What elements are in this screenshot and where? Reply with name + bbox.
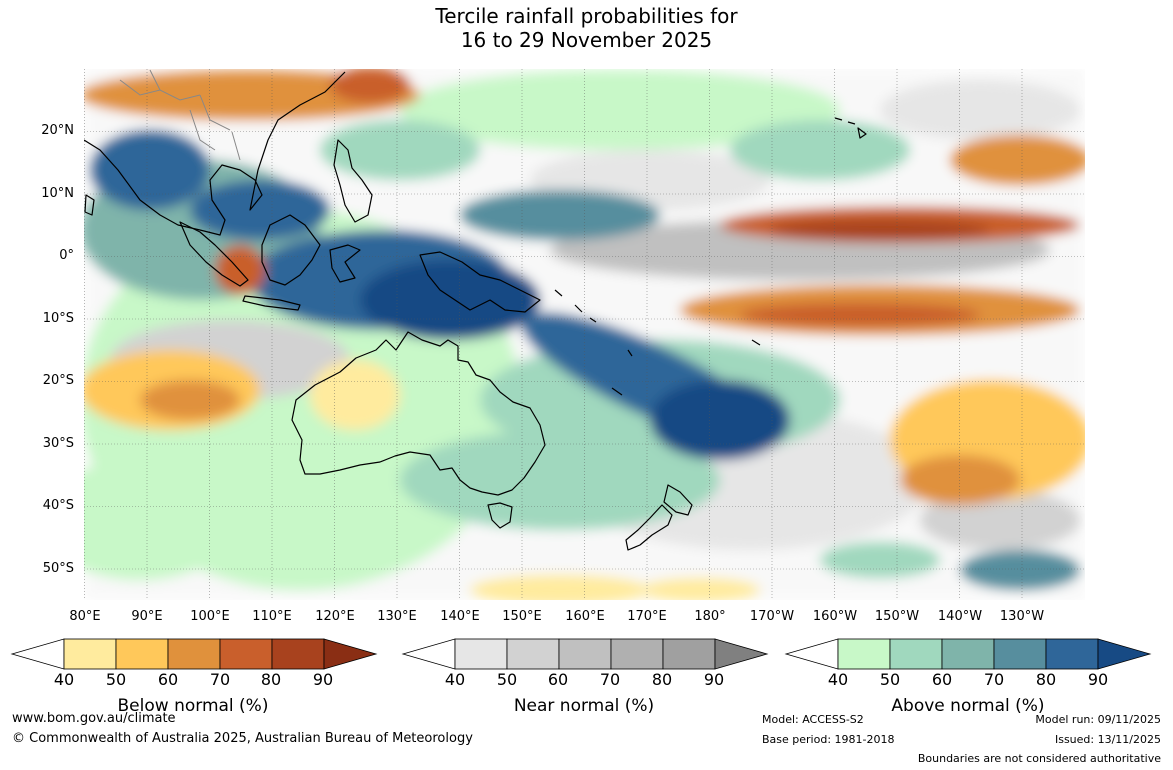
issued-date: Issued: 13/11/2025 xyxy=(1054,733,1161,746)
legend-swatch xyxy=(662,638,716,670)
lon-label: 90°E xyxy=(131,609,163,624)
lon-label: 150°W xyxy=(874,609,920,624)
legend-swatch xyxy=(271,638,325,670)
philippines-coastline xyxy=(333,139,373,223)
asia-mainland-coastline xyxy=(84,71,346,236)
legend-swatch xyxy=(115,638,169,670)
legend-extend-high xyxy=(323,638,378,670)
legend-extend-high xyxy=(1097,638,1152,670)
lat-label: 20°N xyxy=(41,123,74,138)
lon-label: 130°W xyxy=(999,609,1045,624)
legend-swatch xyxy=(63,638,117,670)
tasmania-coastline xyxy=(487,502,513,529)
lat-label: 0° xyxy=(59,248,74,263)
legend-extend-low xyxy=(784,638,839,670)
legend-tick: 40 xyxy=(53,670,75,689)
legend-tick: 80 xyxy=(260,670,282,689)
legend-swatch xyxy=(506,638,560,670)
legend-tick: 70 xyxy=(599,670,621,689)
lon-label: 140°W xyxy=(937,609,983,624)
legend-swatch xyxy=(1045,638,1099,670)
lon-label: 100°E xyxy=(190,609,230,624)
lon-label: 110°E xyxy=(252,609,292,624)
legend-title-below: Below normal (%) xyxy=(117,696,269,716)
java-coastline xyxy=(242,295,301,311)
legend-tick: 90 xyxy=(703,670,725,689)
lon-label: 160°E xyxy=(565,609,605,624)
legend-near-normal xyxy=(401,638,769,670)
boundaries-disclaimer: Boundaries are not considered authoritat… xyxy=(917,752,1161,765)
lat-label: 20°S xyxy=(42,373,74,388)
legend-tick: 60 xyxy=(547,670,569,689)
model-run-date: Model run: 09/11/2025 xyxy=(1035,713,1161,726)
legend-swatch xyxy=(610,638,664,670)
lon-label: 130°E xyxy=(377,609,417,624)
borneo-coastline xyxy=(261,214,321,286)
legend-below-normal xyxy=(10,638,378,670)
australia-coastline xyxy=(291,331,546,496)
lon-label: 150°E xyxy=(502,609,542,624)
website-link[interactable]: www.bom.gov.au/climate xyxy=(12,711,176,726)
new-guinea-coastline xyxy=(419,251,541,313)
legend-title-near: Near normal (%) xyxy=(513,696,655,716)
legend-tick: 90 xyxy=(312,670,334,689)
title-line-2: 16 to 29 November 2025 xyxy=(460,28,713,52)
lat-label: 10°N xyxy=(41,186,74,201)
sulawesi-coastline xyxy=(329,244,361,283)
legend-extend-high xyxy=(714,638,769,670)
model-name: Model: ACCESS-S2 xyxy=(762,713,864,726)
lon-label: 80°E xyxy=(69,609,101,624)
country-borders xyxy=(119,69,241,161)
legend-tick: 60 xyxy=(931,670,953,689)
legend-swatch xyxy=(889,638,943,670)
legend-tick: 50 xyxy=(879,670,901,689)
legend-swatch xyxy=(167,638,221,670)
legend-extend-low xyxy=(10,638,65,670)
legend-swatch xyxy=(558,638,612,670)
copyright-text: © Commonwealth of Australia 2025, Austra… xyxy=(12,731,473,746)
legend-tick: 40 xyxy=(827,670,849,689)
sumatra-coastline xyxy=(179,221,249,287)
lat-label: 10°S xyxy=(42,311,74,326)
probability-field xyxy=(84,69,1085,600)
base-period: Base period: 1981-2018 xyxy=(762,733,895,746)
legend-tick: 50 xyxy=(496,670,518,689)
lon-label: 170°W xyxy=(749,609,795,624)
legend-tick: 40 xyxy=(444,670,466,689)
lon-label: 160°W xyxy=(812,609,858,624)
pacific-islands-coastline xyxy=(554,289,761,396)
lat-label: 30°S xyxy=(42,436,74,451)
lon-label: 140°E xyxy=(440,609,480,624)
hawaii-coastline xyxy=(834,117,867,139)
lon-label: 180° xyxy=(694,609,726,624)
legend-swatch xyxy=(993,638,1047,670)
legend-tick: 70 xyxy=(209,670,231,689)
sri-lanka-coastline xyxy=(84,194,95,216)
legend-extend-low xyxy=(401,638,456,670)
legend-tick: 60 xyxy=(157,670,179,689)
lat-label: 50°S xyxy=(42,561,74,576)
legend-swatch xyxy=(837,638,891,670)
title-line-1: Tercile rainfall probabilities for xyxy=(435,4,738,28)
coastlines xyxy=(84,69,867,551)
lon-label: 170°E xyxy=(627,609,667,624)
legend-tick: 80 xyxy=(1035,670,1057,689)
lat-label: 40°S xyxy=(42,498,74,513)
map-title: Tercile rainfall probabilities for 16 to… xyxy=(0,4,1173,52)
legend-above-normal xyxy=(784,638,1152,670)
legend-tick: 70 xyxy=(983,670,1005,689)
new-zealand-coastline xyxy=(625,484,693,551)
legend-tick: 50 xyxy=(105,670,127,689)
lon-label: 120°E xyxy=(315,609,355,624)
legend-swatch xyxy=(941,638,995,670)
legend-swatch xyxy=(454,638,508,670)
legend-title-above: Above normal (%) xyxy=(891,696,1045,716)
legend-tick: 80 xyxy=(651,670,673,689)
legend-swatch xyxy=(219,638,273,670)
legend-tick: 90 xyxy=(1087,670,1109,689)
